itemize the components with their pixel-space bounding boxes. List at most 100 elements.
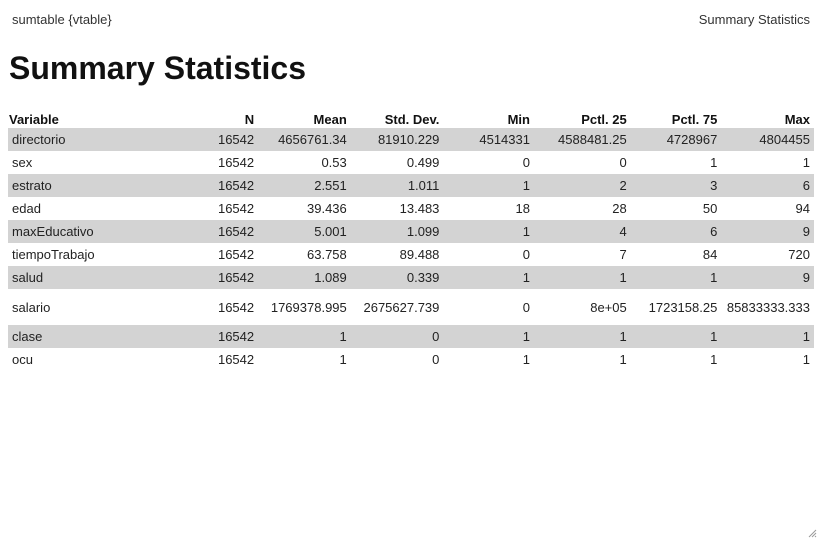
col-header-min: Min: [507, 112, 530, 127]
cell-min: 1: [443, 220, 534, 243]
cell-n: 16542: [169, 325, 259, 348]
summary-table: Variable N Mean Std. Dev. Min Pctl. 25 P…: [8, 110, 814, 371]
table-row: tiempoTrabajo 16542 63.758 89.488 0 7 84 720: [8, 243, 814, 266]
page-title: Summary Statistics: [9, 50, 307, 86]
cell-pctl-25: 0: [619, 155, 627, 170]
cell-std-dev: 13.483: [399, 201, 440, 216]
cell-max: 94: [795, 201, 810, 216]
col-header-std-dev: Std. Dev.: [384, 112, 440, 127]
table-row: directorio 16542 4656761.34 81910.229 451433…: [8, 128, 814, 151]
cell-std-dev: 0: [350, 325, 444, 348]
cell-mean: 63.758: [307, 247, 347, 262]
cell-max: 9: [721, 220, 814, 243]
cell-pctl-25: 1: [619, 352, 627, 367]
cell-n: 16542: [169, 266, 259, 289]
cell-pctl-25: 1: [533, 266, 631, 289]
table-row: clase 16542 1 0 1 1 1 1: [8, 325, 814, 348]
cell-mean: 1.089: [258, 266, 351, 289]
cell-n: 16542: [217, 299, 255, 315]
cell-n: 16542: [169, 220, 259, 243]
cell-variable: clase: [8, 325, 170, 348]
cell-variable: salario: [12, 299, 51, 315]
resize-grip-icon[interactable]: [807, 528, 817, 538]
table-row: salario 16542 1769378.995 2675627.739 0 8e+05…: [8, 289, 814, 325]
col-header-n: N: [244, 112, 255, 127]
cell-std-dev: 0.499: [406, 155, 440, 170]
table-row: maxEducativo 16542 5.001 1.099 1 4 6 9: [8, 220, 814, 243]
cell-n: 16542: [217, 155, 255, 170]
cell-pctl-25: 4: [533, 220, 631, 243]
col-header-mean: Mean: [313, 112, 347, 127]
cell-n: 16542: [217, 352, 255, 367]
cell-std-dev: 1.099: [350, 220, 444, 243]
cell-max: 720: [788, 247, 810, 262]
cell-pctl-75: 50: [702, 201, 718, 216]
cell-mean: 39.436: [307, 201, 347, 216]
cell-variable: tiempoTrabajo: [12, 247, 95, 262]
table-row: ocu 16542 1 0 1 1 1 1: [8, 348, 814, 371]
cell-mean: 1769378.995: [270, 299, 347, 315]
cell-min: 0: [522, 155, 530, 170]
cell-max: 1: [721, 325, 814, 348]
cell-mean: 5.001: [258, 220, 351, 243]
cell-variable: edad: [12, 201, 41, 216]
cell-pctl-75: 6: [630, 220, 722, 243]
cell-pctl-25: 1: [533, 325, 631, 348]
table-row: edad 16542 39.436 13.483 18 28 50 94: [8, 197, 814, 220]
cell-variable: maxEducativo: [8, 220, 170, 243]
table-row: salud 16542 1.089 0.339 1 1 1 9: [8, 266, 814, 289]
cell-variable: sex: [12, 155, 33, 170]
col-header-pctl-25: Pctl. 25: [581, 112, 627, 127]
cell-pctl-75: 1: [630, 325, 722, 348]
cell-std-dev: 2675627.739: [363, 299, 440, 315]
cell-pctl-25: 28: [612, 201, 627, 216]
cell-min: 1: [443, 174, 534, 197]
cell-mean: 2.551: [258, 174, 351, 197]
col-header-max: Max: [784, 112, 810, 127]
cell-min: 0: [522, 247, 530, 262]
cell-min: 1: [443, 325, 534, 348]
cell-std-dev: 0.339: [350, 266, 444, 289]
cell-variable: salud: [8, 266, 170, 289]
cell-max: 1: [802, 352, 810, 367]
cell-max: 6: [721, 174, 814, 197]
cell-pctl-25: 7: [619, 247, 627, 262]
header-row: Variable N Mean Std. Dev. Min Pctl. 25 P…: [8, 110, 814, 128]
cell-pctl-75: 1: [630, 266, 722, 289]
table-row: estrato 16542 2.551 1.011 1 2 3 6: [8, 174, 814, 197]
doc-source-label: sumtable {vtable}: [12, 12, 112, 27]
cell-pctl-75: 1: [710, 155, 718, 170]
cell-std-dev: 81910.229: [350, 128, 444, 151]
cell-pctl-25: 2: [533, 174, 631, 197]
cell-min: 18: [515, 201, 530, 216]
cell-pctl-25: 4588481.25: [533, 128, 631, 151]
cell-pctl-75: 4728967: [630, 128, 722, 151]
cell-mean: 0.53: [321, 155, 347, 170]
cell-variable: directorio: [8, 128, 170, 151]
cell-mean: 1: [258, 325, 351, 348]
cell-n: 16542: [217, 201, 255, 216]
cell-mean: 1: [339, 352, 347, 367]
cell-min: 4514331: [443, 128, 534, 151]
col-header-pctl-75: Pctl. 75: [671, 112, 718, 127]
cell-max: 85833333.333: [726, 299, 810, 315]
cell-std-dev: 0: [432, 352, 440, 367]
cell-pctl-75: 1723158.25: [648, 299, 718, 315]
cell-mean: 4656761.34: [258, 128, 351, 151]
cell-std-dev: 89.488: [399, 247, 440, 262]
cell-min: 1: [522, 352, 530, 367]
cell-pctl-25: 8e+05: [590, 299, 627, 315]
window-header: sumtable {vtable} Summary Statistics: [12, 12, 810, 27]
cell-std-dev: 1.011: [350, 174, 444, 197]
cell-variable: ocu: [12, 352, 33, 367]
doc-title-label: Summary Statistics: [698, 12, 810, 27]
cell-pctl-75: 84: [702, 247, 718, 262]
cell-min: 0: [522, 299, 530, 315]
cell-n: 16542: [169, 174, 259, 197]
cell-n: 16542: [217, 247, 255, 262]
cell-min: 1: [443, 266, 534, 289]
cell-max: 1: [802, 155, 810, 170]
table-row: sex 16542 0.53 0.499 0 0 1 1: [8, 151, 814, 174]
cell-variable: estrato: [8, 174, 170, 197]
cell-pctl-75: 3: [630, 174, 722, 197]
